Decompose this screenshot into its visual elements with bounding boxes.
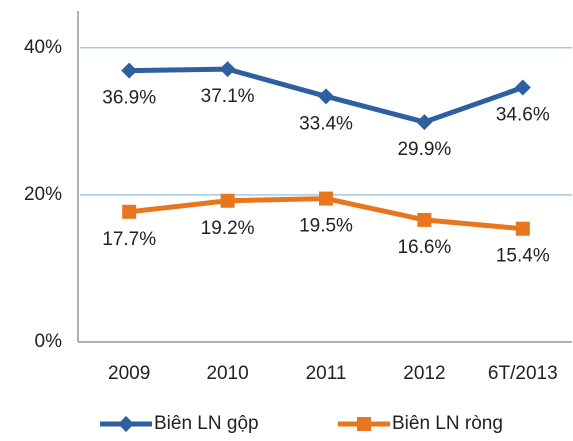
marker bbox=[319, 191, 333, 206]
data-label: 19.2% bbox=[201, 218, 255, 239]
marker bbox=[318, 88, 334, 105]
data-label: 29.9% bbox=[397, 139, 451, 160]
marker bbox=[417, 212, 432, 227]
marker bbox=[220, 193, 235, 208]
data-label: 33.4% bbox=[299, 113, 353, 134]
data-label: 16.6% bbox=[397, 237, 451, 258]
marker bbox=[357, 417, 371, 431]
marker bbox=[219, 61, 236, 78]
y-tick-label: 20% bbox=[24, 184, 62, 205]
x-tick-label: 6T/2013 bbox=[488, 363, 558, 384]
marker bbox=[515, 221, 530, 236]
marker bbox=[118, 416, 134, 432]
marker bbox=[416, 114, 433, 131]
data-label: 19.5% bbox=[299, 216, 353, 237]
y-tick-label: 0% bbox=[35, 331, 63, 352]
x-tick-label: 2011 bbox=[306, 363, 347, 384]
legend-label: Biên LN ròng bbox=[392, 413, 503, 434]
marker bbox=[122, 204, 137, 219]
data-label: 36.9% bbox=[102, 88, 156, 109]
marker bbox=[121, 62, 138, 79]
y-tick-label: 40% bbox=[24, 37, 62, 58]
data-label: 15.4% bbox=[496, 246, 550, 267]
data-label: 17.7% bbox=[102, 229, 156, 250]
data-label: 34.6% bbox=[496, 105, 550, 126]
data-label: 37.1% bbox=[201, 86, 255, 107]
x-tick-label: 2010 bbox=[206, 363, 248, 384]
legend-label: Biên LN gộp bbox=[154, 413, 259, 434]
x-tick-label: 2012 bbox=[403, 363, 445, 384]
marker bbox=[514, 79, 531, 96]
x-tick-label: 2009 bbox=[108, 363, 150, 384]
